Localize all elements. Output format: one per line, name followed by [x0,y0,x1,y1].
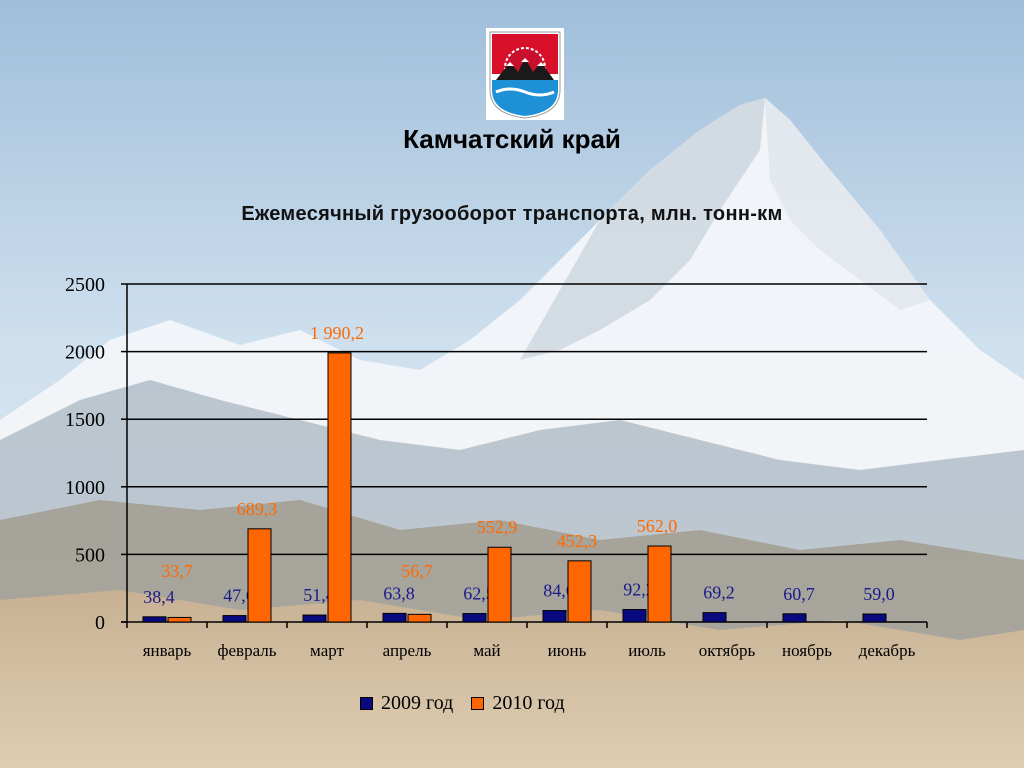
bar-2009 [462,613,487,623]
legend-label-2010: 2010 год [492,692,565,714]
data-label-2009: 62,5 [463,584,495,604]
x-category-label: март [310,641,344,660]
bar-2009 [382,612,407,623]
data-label-2009: 69,2 [703,583,735,603]
y-tick-label: 500 [75,544,105,566]
bar-2010 [167,616,192,623]
y-tick-label: 0 [95,612,105,634]
bar-2010 [567,560,592,623]
bar-2010 [647,545,672,623]
data-label-2010: 562,0 [637,516,678,536]
data-label-2009: 51,4 [303,585,335,605]
bar-2009 [702,612,727,623]
data-label-2010: 1 990,2 [310,323,364,343]
data-label-2009: 38,4 [143,587,175,607]
x-category-label: январь [143,641,192,660]
x-category-label: февраль [217,641,276,660]
bar-2009 [302,614,327,623]
data-label-2009: 59,0 [863,584,895,604]
bar-2009 [542,610,567,623]
data-label-2009: 47,6 [223,586,255,606]
bar-2009 [782,613,807,623]
y-tick-label: 1000 [65,477,105,499]
data-label-2010: 452,3 [557,531,598,551]
x-category-label: май [473,641,500,660]
data-label-2010: 56,7 [401,561,433,581]
chart-legend: 2009 год 2010 год [360,692,583,715]
chart-title: Ежемесячный грузооборот транспорта, млн.… [241,203,783,225]
x-category-label: июнь [548,641,587,660]
bar-2009 [862,613,887,623]
data-label-2010: 33,7 [161,561,193,581]
x-category-label: ноябрь [782,641,832,660]
data-label-2009: 60,7 [783,584,815,604]
data-label-2009: 63,8 [383,583,415,603]
bar-2009 [222,615,247,623]
legend-item-2010: 2010 год [471,692,565,715]
kamchatka-coat-of-arms-icon [486,28,564,120]
x-category-label: октябрь [699,641,756,660]
y-tick-label: 2500 [65,274,105,296]
bar-2010 [407,613,432,623]
bar-2010 [247,528,272,623]
data-label-2010: 552,9 [477,517,518,537]
region-title: Камчатский край [403,124,621,154]
bar-2010 [327,352,352,623]
legend-swatch-2009 [360,697,373,710]
x-category-label: декабрь [859,641,916,660]
bar-2009 [622,609,647,623]
y-tick-label: 1500 [65,409,105,431]
bar-2010 [487,546,512,623]
legend-item-2009: 2009 год [360,692,453,715]
legend-swatch-2010 [471,697,485,710]
legend-label-2009: 2009 год [381,692,454,714]
y-tick-label: 2000 [65,342,105,364]
x-category-label: июль [628,641,666,660]
data-label-2010: 689,3 [237,499,278,519]
data-label-2009: 84,6 [543,581,575,601]
bar-2009 [142,616,167,623]
data-label-2009: 92,2 [623,580,655,600]
x-category-label: апрель [383,641,432,660]
